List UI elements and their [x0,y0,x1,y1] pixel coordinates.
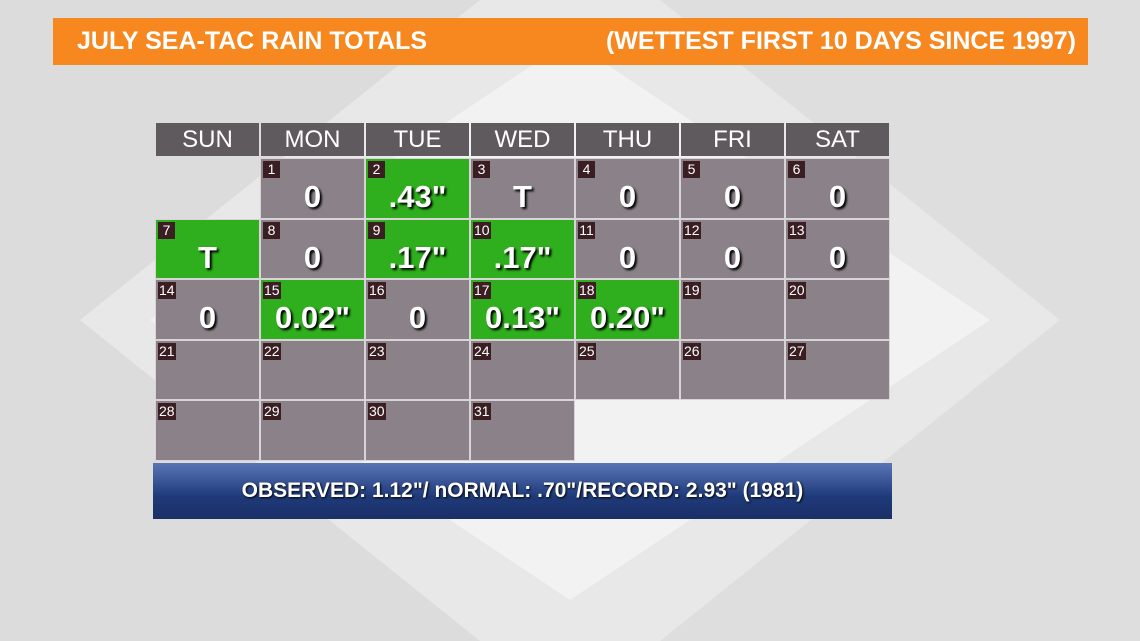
day-number: 25 [578,342,596,360]
day-cell: 11 0 [575,218,680,279]
day-number: 4 [578,161,595,178]
day-number: 16 [368,282,386,299]
rain-total: 0.20" [589,300,666,335]
day-cell: 12 0 [680,218,785,279]
day-number: 27 [788,342,806,360]
day-number: 7 [158,221,175,239]
rain-total: 0 [723,179,742,214]
day-number: 5 [683,161,700,178]
day-cell: 22 [260,339,365,400]
header-bar: JULY SEA-TAC RAIN TOTALS (WETTEST FIRST … [53,18,1088,65]
day-number: 23 [368,342,386,360]
day-number: 10 [473,221,491,239]
day-cell: 14 0 [155,279,260,340]
day-cell: 23 [365,339,470,400]
weekday-header: SAT [786,123,889,156]
day-number: 12 [683,221,701,239]
day-number: 13 [788,221,806,239]
day-cell: 15 0.02" [260,279,365,340]
day-cell: 21 [155,339,260,400]
weekday-header: SUN [156,123,259,156]
day-cell: 10.17" [470,218,575,279]
day-number: 2 [368,161,385,178]
day-cell: 9.17" [365,218,470,279]
rain-total: 0 [303,239,322,275]
title: JULY SEA-TAC RAIN TOTALS [77,27,428,55]
rain-total: .17" [493,239,552,275]
day-cell: 29 [260,400,365,461]
day-number: 22 [263,342,281,360]
rain-total: .17" [388,239,447,275]
weekday-header: THU [576,123,679,156]
rain-total: .43" [388,179,447,214]
rain-total: 0.13" [484,300,561,335]
weekday-header: FRI [681,123,784,156]
day-cell: 2.43" [365,158,470,219]
day-cell: 26 [680,339,785,400]
day-cell: 16 0 [365,279,470,340]
day-number: 17 [473,282,491,299]
day-cell: 18 0.20" [575,279,680,340]
weekday-header: MON [261,123,364,156]
subtitle: (WETTEST FIRST 10 DAYS SINCE 1997) [605,27,1076,55]
weekday-header: WED [471,123,574,156]
rain-total: 0 [828,239,847,275]
weekday-header: TUE [366,123,469,156]
day-number: 15 [263,282,281,299]
rain-total: 0 [723,239,742,275]
rain-total: 0 [408,300,427,335]
day-number: 20 [788,282,806,299]
day-number: 28 [158,403,176,420]
day-number: 1 [263,161,280,178]
day-number: 26 [683,342,701,360]
rain-total: 0 [198,300,217,335]
day-cell: 28 [155,400,260,461]
calendar: SUN MON TUE WED THU FRI SAT 1 0 2.43" 3 T 4 0 5 0 6 0 7 T 8 0… [155,123,890,461]
rain-total: 0 [618,179,637,214]
day-number: 29 [263,403,281,420]
day-number: 14 [158,282,176,299]
day-number: 21 [158,342,176,360]
day-number: 18 [578,282,596,299]
day-cell: 13 0 [785,218,890,279]
day-cell: 19 [680,279,785,340]
day-cell: 20 [785,279,890,340]
day-cell: 25 [575,339,680,400]
day-cell: 27 [785,339,890,400]
day-number: 11 [578,221,595,239]
footer: OBSERVED: 1.12"/ nORMAL: .70"/RECORD: 2.… [153,463,892,519]
rain-total: 0.02" [274,300,351,335]
rain-total: T [198,239,217,275]
day-number: 3 [473,161,490,178]
day-number: 31 [473,403,491,420]
day-cell: 30 [365,400,470,461]
day-number: 24 [473,342,491,360]
day-number: 9 [368,221,385,239]
day-number: 19 [683,282,701,299]
day-number: 30 [368,403,386,420]
day-cell: 24 [470,339,575,400]
day-number: 8 [263,221,280,239]
day-cell: 31 [470,400,575,461]
day-cell: 17 0.13" [470,279,575,340]
rain-total: 0 [828,179,847,214]
rain-total: 0 [618,239,637,275]
rain-total: T [513,179,532,214]
rain-total: 0 [303,179,322,214]
day-number: 6 [788,161,805,178]
